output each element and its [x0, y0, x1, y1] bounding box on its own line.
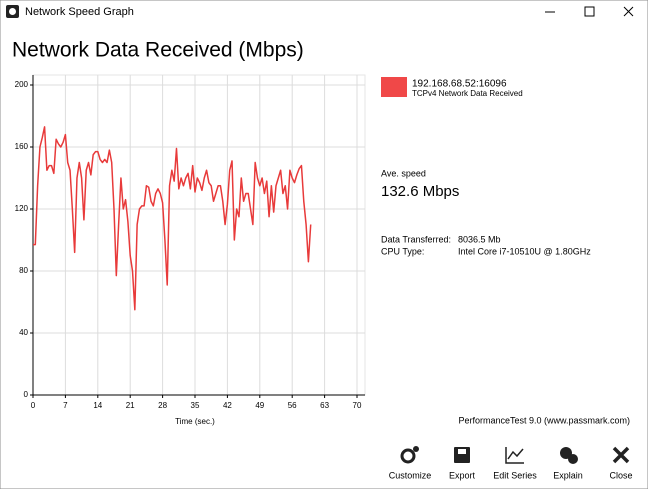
edit-series-button[interactable]: Edit Series	[493, 447, 537, 480]
y-tick-label: 120	[15, 204, 29, 213]
button-label: Edit Series	[493, 470, 537, 480]
x-tick-label: 0	[31, 401, 36, 410]
toolbar: Customize Export Edit Series Explain Clo…	[389, 446, 633, 480]
button-label: Close	[609, 470, 632, 480]
maximize-button[interactable]	[584, 6, 595, 17]
close-icon	[612, 446, 630, 464]
button-label: Export	[449, 470, 476, 480]
x-tick-label: 7	[63, 401, 68, 410]
x-tick-label: 42	[223, 401, 232, 410]
close-window-button[interactable]	[623, 6, 634, 17]
save-icon	[458, 449, 466, 454]
y-tick-label: 80	[19, 266, 28, 275]
y-tick-label: 0	[24, 390, 29, 399]
x-tick-label: 28	[158, 401, 167, 410]
app-icon-dot	[9, 8, 16, 15]
plot-area	[32, 74, 366, 396]
avg-label: Ave. speed	[381, 168, 426, 178]
export-button[interactable]: Export	[449, 447, 476, 480]
stat-value: Intel Core i7-10510U @ 1.80GHz	[458, 246, 591, 256]
y-tick-label: 200	[15, 80, 29, 89]
chart-icon	[505, 447, 524, 464]
explain-button[interactable]: Explain	[553, 447, 583, 480]
stat-value: 8036.5 Mb	[458, 234, 501, 244]
legend-description: TCPv4 Network Data Received	[412, 89, 523, 98]
gear-icon	[413, 446, 419, 452]
x-tick-label: 21	[126, 401, 135, 410]
y-tick-label: 160	[15, 142, 29, 151]
legend-name: 192.168.68.52:16096	[412, 79, 507, 90]
stat-label: Data Transferred:	[381, 234, 451, 244]
plot: 0 40 80 120 160 200 0 7 14 21 28 35 42 49 56 63 70 Time (…	[15, 74, 366, 426]
x-axis-label: Time (sec.)	[175, 417, 215, 426]
button-label: Customize	[389, 470, 432, 480]
x-tick-label: 35	[191, 401, 200, 410]
heading: Network Data Received (Mbps)	[12, 39, 304, 62]
footer: PerformanceTest 9.0 (www.passmark.com)	[458, 415, 630, 425]
legend-swatch	[381, 77, 407, 97]
x-tick-label: 63	[320, 401, 329, 410]
gear-icon	[400, 448, 416, 464]
help-icon	[568, 454, 578, 464]
stat-label: CPU Type:	[381, 246, 424, 256]
x-tick-label: 70	[353, 401, 362, 410]
x-tick-label: 14	[93, 401, 102, 410]
y-tick-label: 40	[19, 328, 28, 337]
close-button[interactable]: Close	[609, 446, 633, 480]
customize-button[interactable]: Customize	[389, 446, 432, 480]
window-title: Network Speed Graph	[25, 6, 134, 18]
avg-value: 132.6 Mbps	[381, 183, 459, 200]
button-label: Explain	[553, 470, 583, 480]
x-tick-label: 49	[255, 401, 264, 410]
data-line	[33, 126, 312, 311]
x-tick-label: 56	[288, 401, 297, 410]
